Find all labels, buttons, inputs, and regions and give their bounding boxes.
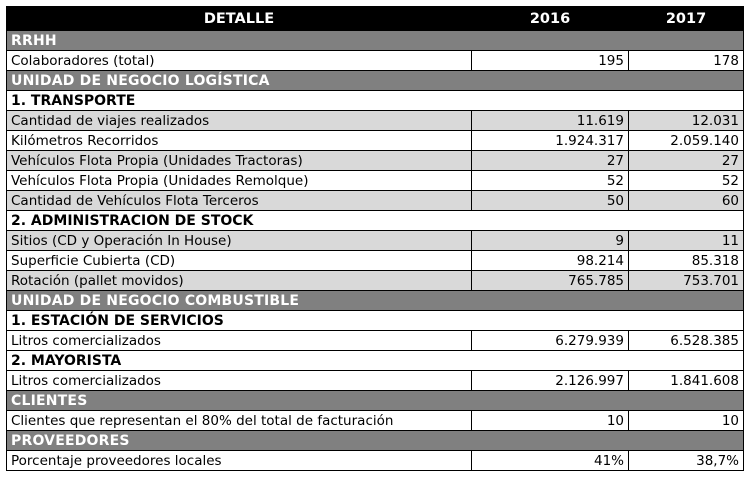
detail-table: DETALLE 2016 2017 RRHH Colaboradores (tot…	[6, 6, 744, 471]
section-header-row: RRHH	[6, 30, 744, 51]
value-2017: 60	[628, 190, 744, 211]
row-label: Colaboradores (total)	[6, 50, 472, 71]
row-label: Vehículos Flota Propia (Unidades Tractor…	[6, 150, 472, 171]
value-2016: 2.126.997	[471, 370, 629, 391]
value-2016: 1.924.317	[471, 130, 629, 151]
value-2016: 27	[471, 150, 629, 171]
value-2016: 6.279.939	[471, 330, 629, 351]
table-row: Litros comercializados 2.126.997 1.841.608	[6, 370, 744, 391]
value-2017: 12.031	[628, 110, 744, 131]
subsection-header-row: 2. ADMINISTRACION DE STOCK	[6, 210, 744, 231]
table-row: Litros comercializados 6.279.939 6.528.385	[6, 330, 744, 351]
subsection-title: 1. ESTACIÓN DE SERVICIOS	[6, 310, 744, 331]
subsection-title: 1. TRANSPORTE	[6, 90, 744, 111]
table-row: Colaboradores (total) 195 178	[6, 50, 744, 71]
value-2016: 11.619	[471, 110, 629, 131]
row-label: Sitios (CD y Operación In House)	[6, 230, 472, 251]
table-row: Cantidad de viajes realizados 11.619 12.03…	[6, 110, 744, 131]
row-label: Litros comercializados	[6, 370, 472, 391]
section-header-row: UNIDAD DE NEGOCIO LOGÍSTICA	[6, 70, 744, 91]
value-2017: 85.318	[628, 250, 744, 271]
table-row: Vehículos Flota Propia (Unidades Remolqu…	[6, 170, 744, 191]
section-title: CLIENTES	[6, 390, 744, 411]
row-label: Superficie Cubierta (CD)	[6, 250, 472, 271]
value-2016: 41%	[471, 450, 629, 471]
section-title: UNIDAD DE NEGOCIO COMBUSTIBLE	[6, 290, 744, 311]
table-row: Kilómetros Recorridos 1.924.317 2.059.140	[6, 130, 744, 151]
subsection-header-row: 1. TRANSPORTE	[6, 90, 744, 111]
header-year-2016: 2016	[471, 6, 629, 31]
subsection-header-row: 1. ESTACIÓN DE SERVICIOS	[6, 310, 744, 331]
section-title: PROVEEDORES	[6, 430, 744, 451]
section-title: RRHH	[6, 30, 744, 51]
header-year-2017: 2017	[628, 6, 744, 31]
row-label: Rotación (pallet movidos)	[6, 270, 472, 291]
table-row: Sitios (CD y Operación In House) 9 11	[6, 230, 744, 251]
value-2017: 2.059.140	[628, 130, 744, 151]
value-2017: 27	[628, 150, 744, 171]
value-2016: 10	[471, 410, 629, 431]
value-2016: 52	[471, 170, 629, 191]
table-row: Rotación (pallet movidos) 765.785 753.701	[6, 270, 744, 291]
row-label: Porcentaje proveedores locales	[6, 450, 472, 471]
section-header-row: CLIENTES	[6, 390, 744, 411]
value-2017: 52	[628, 170, 744, 191]
value-2017: 38,7%	[628, 450, 744, 471]
value-2017: 1.841.608	[628, 370, 744, 391]
table-body: RRHH Colaboradores (total) 195 178 UNIDAD DE…	[6, 30, 744, 471]
value-2017: 11	[628, 230, 744, 251]
value-2017: 753.701	[628, 270, 744, 291]
value-2016: 50	[471, 190, 629, 211]
table-row: Clientes que representan el 80% del tota…	[6, 410, 744, 431]
row-label: Kilómetros Recorridos	[6, 130, 472, 151]
subsection-header-row: 2. MAYORISTA	[6, 350, 744, 371]
table-header-row: DETALLE 2016 2017	[6, 6, 744, 31]
value-2016: 195	[471, 50, 629, 71]
section-title: UNIDAD DE NEGOCIO LOGÍSTICA	[6, 70, 744, 91]
row-label: Cantidad de viajes realizados	[6, 110, 472, 131]
table-row: Vehículos Flota Propia (Unidades Tractor…	[6, 150, 744, 171]
value-2016: 9	[471, 230, 629, 251]
subsection-title: 2. ADMINISTRACION DE STOCK	[6, 210, 744, 231]
table-row: Cantidad de Vehículos Flota Terceros 50 60	[6, 190, 744, 211]
table-row: Superficie Cubierta (CD) 98.214 85.318	[6, 250, 744, 271]
value-2016: 98.214	[471, 250, 629, 271]
value-2017: 6.528.385	[628, 330, 744, 351]
header-detalle: DETALLE	[6, 6, 472, 31]
value-2017: 178	[628, 50, 744, 71]
subsection-title: 2. MAYORISTA	[6, 350, 744, 371]
table-row: Porcentaje proveedores locales 41% 38,7%	[6, 450, 744, 471]
row-label: Clientes que representan el 80% del tota…	[6, 410, 472, 431]
value-2016: 765.785	[471, 270, 629, 291]
section-header-row: UNIDAD DE NEGOCIO COMBUSTIBLE	[6, 290, 744, 311]
row-label: Litros comercializados	[6, 330, 472, 351]
section-header-row: PROVEEDORES	[6, 430, 744, 451]
row-label: Cantidad de Vehículos Flota Terceros	[6, 190, 472, 211]
row-label: Vehículos Flota Propia (Unidades Remolqu…	[6, 170, 472, 191]
value-2017: 10	[628, 410, 744, 431]
